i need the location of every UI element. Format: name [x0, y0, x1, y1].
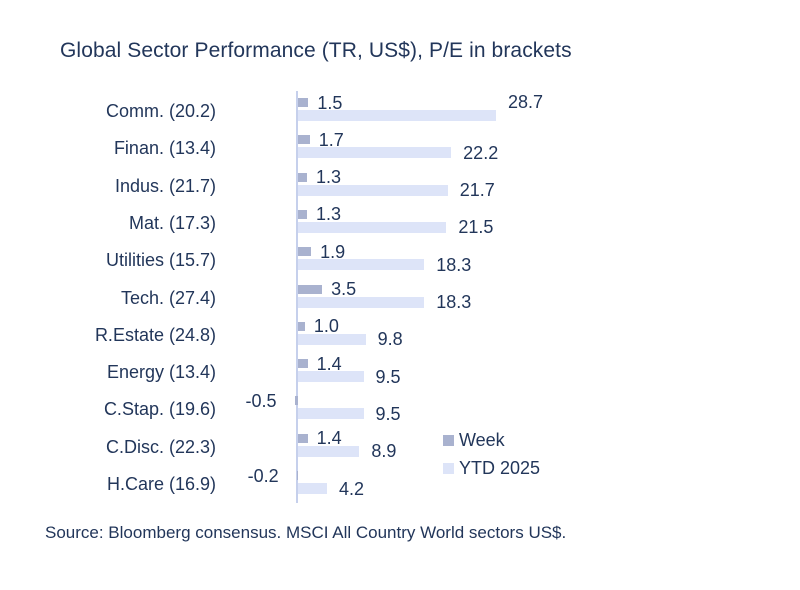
bar-ytd: [298, 259, 425, 271]
week-value-label: 1.4: [316, 428, 342, 449]
ytd-value-label: 28.7: [508, 92, 544, 112]
category-label: Utilities (15.7): [105, 250, 216, 271]
category-label: Mat. (17.3): [128, 212, 216, 233]
category-label: Energy (13.4): [106, 362, 216, 383]
ytd-value-label: 8.9: [371, 441, 397, 462]
ytd-value-label: 9.5: [375, 366, 401, 387]
bar-week: [298, 209, 307, 219]
bar-ytd: [298, 445, 360, 457]
category-label: Tech. (27.4): [120, 287, 216, 308]
legend-week-label: Week: [459, 430, 505, 450]
bar-ytd: [298, 184, 448, 196]
legend: Week YTD 2025: [443, 429, 540, 485]
ytd-value-label: 22.2: [463, 142, 499, 163]
week-value-label: 1.7: [318, 129, 344, 150]
category-label: Comm. (20.2): [105, 101, 216, 121]
legend-week-swatch-icon: [443, 434, 454, 446]
ytd-value-label: 4.2: [338, 478, 364, 499]
bar-ytd: [298, 408, 364, 420]
legend-ytd-label: YTD 2025: [459, 458, 541, 478]
source-note: Source: Bloomberg consensus. MSCI All Co…: [45, 523, 567, 542]
bar-week: [298, 359, 308, 369]
bar-ytd: [298, 483, 327, 494]
ytd-value-label: 18.3: [436, 292, 472, 312]
chart-title: Global Sector Performance (TR, US$), P/E…: [60, 39, 572, 62]
ytd-value-label: 9.5: [375, 403, 401, 424]
bar-ytd: [298, 221, 447, 233]
week-value-label: 1.9: [320, 241, 346, 262]
bar-ytd: [298, 333, 366, 345]
bar-ytd: [298, 371, 364, 383]
bar-week: [298, 284, 323, 294]
week-value-label: 1.4: [316, 353, 342, 374]
week-value-label: 1.0: [313, 316, 339, 337]
bar-ytd: [298, 110, 497, 121]
legend-ytd-swatch-icon: [443, 462, 454, 474]
legend-item-ytd: YTD 2025: [443, 457, 540, 479]
week-value-label: 1.3: [315, 204, 341, 225]
category-label: Finan. (13.4): [113, 138, 216, 159]
bar-week: [298, 172, 307, 182]
week-value-label: 3.5: [331, 279, 357, 299]
category-label: R.Estate (24.8): [94, 324, 216, 345]
bar-week: [296, 471, 298, 480]
bar-week: [298, 433, 308, 443]
ytd-value-label: 21.7: [459, 180, 495, 201]
bar-ytd: [298, 147, 452, 159]
ytd-value-label: 9.8: [377, 329, 403, 350]
week-value-label: 1.3: [315, 167, 341, 188]
category-label: C.Stap. (19.6): [103, 399, 216, 420]
week-value-label: 1.5: [317, 92, 343, 113]
category-label: H.Care (16.9): [106, 474, 216, 494]
bar-ytd: [298, 296, 425, 308]
category-label: C.Disc. (22.3): [105, 436, 216, 457]
week-value-label: -0.2: [247, 465, 279, 486]
bar-week: [298, 247, 312, 257]
legend-item-week: Week: [443, 429, 540, 451]
ytd-value-label: 21.5: [458, 217, 494, 238]
category-label: Indus. (21.7): [114, 175, 216, 196]
bar-week: [298, 321, 305, 331]
bar-week: [298, 98, 309, 107]
bar-week: [294, 396, 298, 406]
y-axis-line: [296, 91, 298, 503]
ytd-value-label: 18.3: [436, 254, 472, 275]
week-value-label: -0.5: [245, 390, 277, 411]
bar-week: [298, 135, 310, 145]
